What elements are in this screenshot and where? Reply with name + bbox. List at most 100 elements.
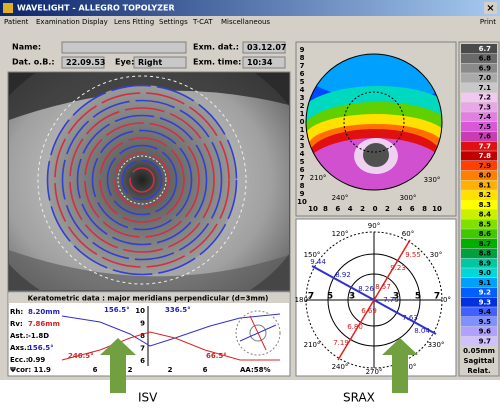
close-button[interactable] (484, 2, 497, 14)
scale-swatch (461, 200, 497, 210)
dob-value: 22.09.53 (66, 58, 105, 67)
x-label: 6 (93, 366, 98, 374)
menu-item[interactable]: Lens Fitting (114, 18, 154, 26)
scale-swatch (461, 161, 497, 171)
scale-swatch (461, 102, 497, 112)
y-label: 1 (300, 110, 305, 118)
scale-label: 6.9 (479, 64, 492, 72)
menu-item[interactable]: T-CAT (192, 18, 213, 26)
aa-value: AA:58% (240, 366, 271, 374)
close-label: × (486, 3, 494, 14)
scale-swatch (461, 131, 497, 141)
scale-label: 7.7 (479, 142, 492, 150)
scale-label: 9.5 (479, 318, 492, 326)
map-region (363, 143, 389, 167)
angle: 336.5° (165, 306, 191, 314)
angle: 156.5° (104, 306, 130, 314)
angle: 90° (368, 222, 380, 230)
scale-swatch (461, 336, 497, 346)
scale-label: 8.1 (479, 181, 492, 189)
menu-item[interactable]: Settings (159, 18, 188, 26)
scale-swatch (461, 53, 497, 63)
menu-item[interactable]: Examination (36, 18, 80, 26)
topography-map (306, 54, 442, 190)
scale-label: 9.1 (479, 279, 492, 287)
ring (114, 152, 170, 208)
exam-time-field[interactable] (242, 56, 286, 69)
y-label: 3 (300, 142, 305, 150)
scale-swatch (461, 180, 497, 190)
meridian-curve (61, 331, 280, 361)
angle: 330° (428, 341, 445, 349)
eyelid (9, 73, 289, 120)
x-label: 4 (348, 205, 353, 213)
scale-swatch (461, 141, 497, 151)
scale-label: 9.0 (479, 269, 492, 277)
y-label: 3 (300, 94, 305, 102)
label: Rv: (10, 320, 23, 328)
menu-item[interactable]: Display (82, 18, 108, 26)
y-label: 6 (300, 166, 305, 174)
scale-swatch (461, 268, 497, 278)
value: -1.8D (28, 332, 49, 340)
scale-swatch (461, 73, 497, 83)
exam-date-field[interactable] (242, 41, 286, 54)
scale-swatch (461, 258, 497, 268)
x-label: 6 (335, 205, 340, 213)
angle: 150° (304, 251, 321, 259)
scale-label: 8.4 (479, 211, 492, 219)
color-scale: 6.7 6.86.9 7.0 7.1 7.27.3 7.4 7.5 7.67.7 7.8 7.9 8… (461, 44, 497, 346)
menu-item[interactable]: Print (480, 18, 496, 26)
y-label: 4 (300, 150, 305, 158)
scale-label: 8.5 (479, 220, 492, 228)
y-label: 10 (135, 307, 145, 315)
label: Exm. time: (193, 58, 241, 67)
y-label: 5 (300, 78, 305, 86)
eye-field[interactable] (133, 56, 187, 69)
y-label: 8 (300, 182, 305, 190)
panel-header (9, 293, 289, 303)
value: 8.20mm (28, 308, 60, 316)
srax-value: 8.57 (375, 283, 391, 291)
dob-field[interactable] (61, 56, 105, 69)
label: Name: (12, 43, 41, 52)
scale-swatch (461, 219, 497, 229)
angle: 60° (402, 230, 414, 238)
y-label: 9 (300, 46, 305, 54)
angle: 270° (366, 368, 383, 376)
srax-meridian (311, 265, 375, 301)
x-label: 6 (203, 366, 208, 374)
scale-swatch (461, 151, 497, 161)
srax-value: 8.26 (358, 285, 374, 293)
ring-label: 5 (327, 292, 333, 302)
x-label: 2 (385, 205, 390, 213)
x-label: 8 (422, 205, 427, 213)
ring-label: 3 (393, 292, 399, 302)
scale-label: 8.0 (479, 172, 492, 180)
ring (61, 99, 223, 261)
label: Exm. dat.: (193, 43, 239, 52)
name-field[interactable] (61, 41, 187, 54)
y-label: 6 (300, 70, 305, 78)
meridian (249, 315, 267, 351)
label: Rh: (10, 308, 23, 316)
ring (129, 167, 155, 193)
label: Ast.: (10, 332, 29, 340)
menu-item[interactable]: Patient (4, 18, 29, 26)
mini-map-ring (249, 324, 267, 342)
srax-labels: 90°120°60°150°30°180°0°210°330°240°300°2… (295, 222, 451, 376)
srax-value: 7.79 (383, 296, 399, 304)
x-label: 10 (308, 205, 318, 213)
meridian-curve (61, 313, 281, 347)
scale-swatch (461, 122, 497, 132)
arrow (382, 338, 418, 393)
eye-value: Right (138, 58, 162, 67)
x-label: 10 (432, 205, 442, 213)
x-label: 2 (128, 366, 133, 374)
x-label: 8 (323, 205, 328, 213)
angle: 30° (430, 251, 442, 259)
menu-item[interactable]: Miscellaneous (221, 18, 270, 26)
scale-swatch (461, 248, 497, 258)
x-label: 0 (373, 205, 378, 213)
